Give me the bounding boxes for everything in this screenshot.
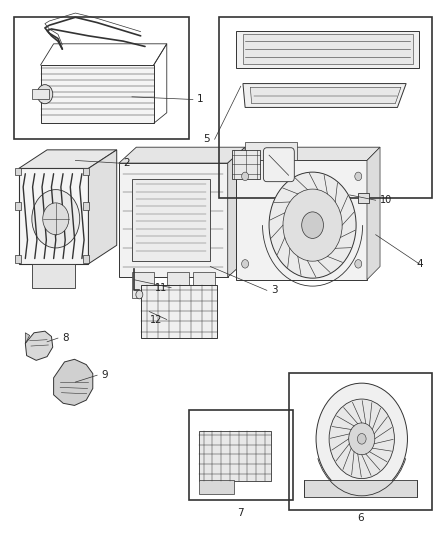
Polygon shape bbox=[25, 333, 30, 343]
Polygon shape bbox=[119, 147, 245, 163]
Bar bbox=[32, 89, 49, 100]
Polygon shape bbox=[237, 30, 419, 68]
Circle shape bbox=[242, 172, 249, 181]
Circle shape bbox=[355, 172, 362, 181]
Bar bbox=[199, 480, 234, 495]
Bar bbox=[15, 203, 21, 210]
Polygon shape bbox=[32, 264, 75, 288]
Polygon shape bbox=[367, 147, 380, 280]
Bar bbox=[304, 480, 417, 497]
Bar bbox=[15, 168, 21, 175]
Circle shape bbox=[136, 290, 143, 299]
Circle shape bbox=[316, 383, 407, 495]
Text: 6: 6 bbox=[357, 513, 364, 523]
Circle shape bbox=[349, 423, 375, 455]
Text: 12: 12 bbox=[150, 314, 162, 325]
Bar bbox=[219, 17, 432, 198]
Polygon shape bbox=[19, 150, 117, 168]
Bar bbox=[167, 272, 188, 298]
Circle shape bbox=[269, 172, 356, 278]
Circle shape bbox=[302, 212, 323, 238]
Text: 11: 11 bbox=[155, 282, 167, 293]
Text: 4: 4 bbox=[417, 259, 424, 269]
Polygon shape bbox=[228, 147, 245, 277]
Bar bbox=[358, 193, 369, 203]
Circle shape bbox=[283, 189, 342, 261]
Circle shape bbox=[43, 203, 69, 235]
Bar bbox=[15, 255, 21, 263]
Polygon shape bbox=[251, 87, 401, 104]
Text: 2: 2 bbox=[123, 158, 130, 168]
Text: 9: 9 bbox=[102, 370, 108, 380]
Bar bbox=[245, 142, 297, 160]
Bar bbox=[237, 160, 367, 280]
Text: 10: 10 bbox=[380, 195, 392, 205]
Polygon shape bbox=[19, 168, 88, 264]
Text: 8: 8 bbox=[62, 333, 69, 343]
Polygon shape bbox=[243, 84, 406, 108]
Polygon shape bbox=[25, 331, 53, 360]
Circle shape bbox=[329, 399, 394, 479]
FancyBboxPatch shape bbox=[263, 148, 294, 182]
Circle shape bbox=[242, 260, 249, 268]
Polygon shape bbox=[41, 65, 154, 123]
Bar bbox=[83, 203, 89, 210]
Polygon shape bbox=[243, 34, 413, 64]
Bar bbox=[83, 168, 89, 175]
Circle shape bbox=[32, 190, 80, 248]
Bar bbox=[199, 431, 271, 481]
Bar bbox=[193, 272, 215, 298]
Bar bbox=[188, 410, 293, 500]
Text: 7: 7 bbox=[237, 508, 244, 518]
Bar bbox=[83, 255, 89, 263]
Bar bbox=[132, 179, 210, 261]
Circle shape bbox=[37, 85, 53, 104]
Text: 3: 3 bbox=[271, 285, 278, 295]
Text: 1: 1 bbox=[197, 94, 204, 104]
Text: 5: 5 bbox=[204, 134, 210, 144]
Bar bbox=[232, 150, 260, 179]
Bar bbox=[14, 17, 188, 139]
Polygon shape bbox=[88, 150, 117, 264]
Bar bbox=[289, 373, 432, 511]
Bar bbox=[119, 163, 228, 277]
Polygon shape bbox=[53, 359, 93, 406]
Circle shape bbox=[357, 433, 366, 444]
Bar bbox=[141, 285, 217, 338]
Polygon shape bbox=[237, 147, 380, 160]
Circle shape bbox=[355, 260, 362, 268]
Bar bbox=[132, 272, 154, 298]
